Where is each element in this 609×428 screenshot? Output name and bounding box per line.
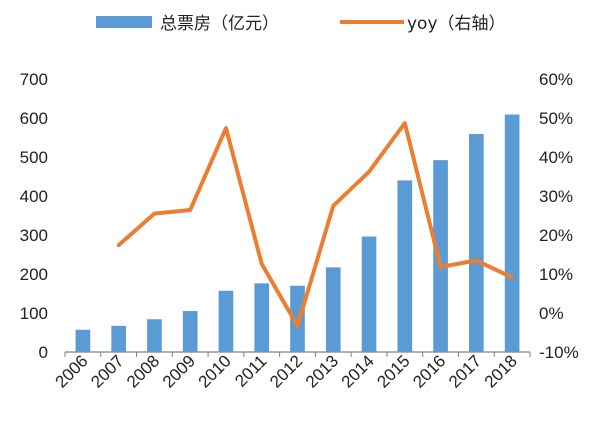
bar <box>75 329 91 352</box>
yoy-line-series <box>116 121 515 328</box>
x-tick-label: 2015 <box>373 351 413 391</box>
bar <box>147 319 162 352</box>
bar <box>325 267 341 352</box>
left-tick-label: 500 <box>20 148 48 167</box>
x-tick-label: 2007 <box>87 351 127 391</box>
right-axis-ticks: -10% 0% 10% 20% 30% 40% 50% 60% <box>539 70 579 362</box>
x-tick-label: 2016 <box>409 351 449 391</box>
left-tick-label: 200 <box>20 265 48 284</box>
bar-series <box>75 114 520 353</box>
x-tick-label: 2008 <box>123 351 163 391</box>
right-tick-label: 50% <box>539 109 573 128</box>
x-tick-label: 2009 <box>159 351 199 391</box>
right-tick-label: -10% <box>539 343 579 362</box>
bar <box>397 180 413 352</box>
legend-label-line: yoy（右轴） <box>407 14 506 34</box>
right-tick-label: 10% <box>539 265 573 284</box>
legend: 总票房（亿元） yoy（右轴） <box>96 14 506 34</box>
legend-label-bars: 总票房（亿元） <box>160 14 279 34</box>
x-axis-ticks: 2006200720082009201020112012201320142015… <box>52 351 531 392</box>
x-tick-label: 2017 <box>445 351 485 391</box>
x-tick-label: 2006 <box>52 351 92 391</box>
right-tick-label: 60% <box>539 70 573 89</box>
bar <box>111 325 126 352</box>
x-tick-label: 2010 <box>195 351 235 391</box>
x-tick-label: 2014 <box>338 351 378 391</box>
right-tick-label: 0% <box>539 304 564 323</box>
x-tick-label: 2011 <box>231 351 270 390</box>
bar <box>361 236 377 352</box>
bar <box>290 285 305 352</box>
bar <box>254 283 270 352</box>
left-tick-label: 400 <box>20 187 48 206</box>
yoy-line <box>116 121 515 328</box>
legend-swatch-bars <box>96 16 152 28</box>
left-tick-label: 600 <box>20 109 48 128</box>
left-tick-label: 300 <box>20 226 48 245</box>
bar <box>469 133 484 352</box>
right-tick-label: 40% <box>539 148 573 167</box>
bar <box>504 114 520 353</box>
left-tick-label: 100 <box>20 304 48 323</box>
x-tick-label: 2018 <box>481 351 521 391</box>
right-tick-label: 20% <box>539 226 573 245</box>
left-axis-ticks: 0 100 200 300 400 500 600 700 <box>20 70 48 362</box>
left-tick-label: 700 <box>20 70 48 89</box>
bar <box>218 290 234 352</box>
x-tick-label: 2013 <box>302 351 342 391</box>
bar <box>433 160 448 352</box>
right-tick-label: 30% <box>539 187 573 206</box>
x-tick-label: 2012 <box>266 351 306 391</box>
bar <box>182 311 198 352</box>
left-tick-label: 0 <box>39 343 48 362</box>
